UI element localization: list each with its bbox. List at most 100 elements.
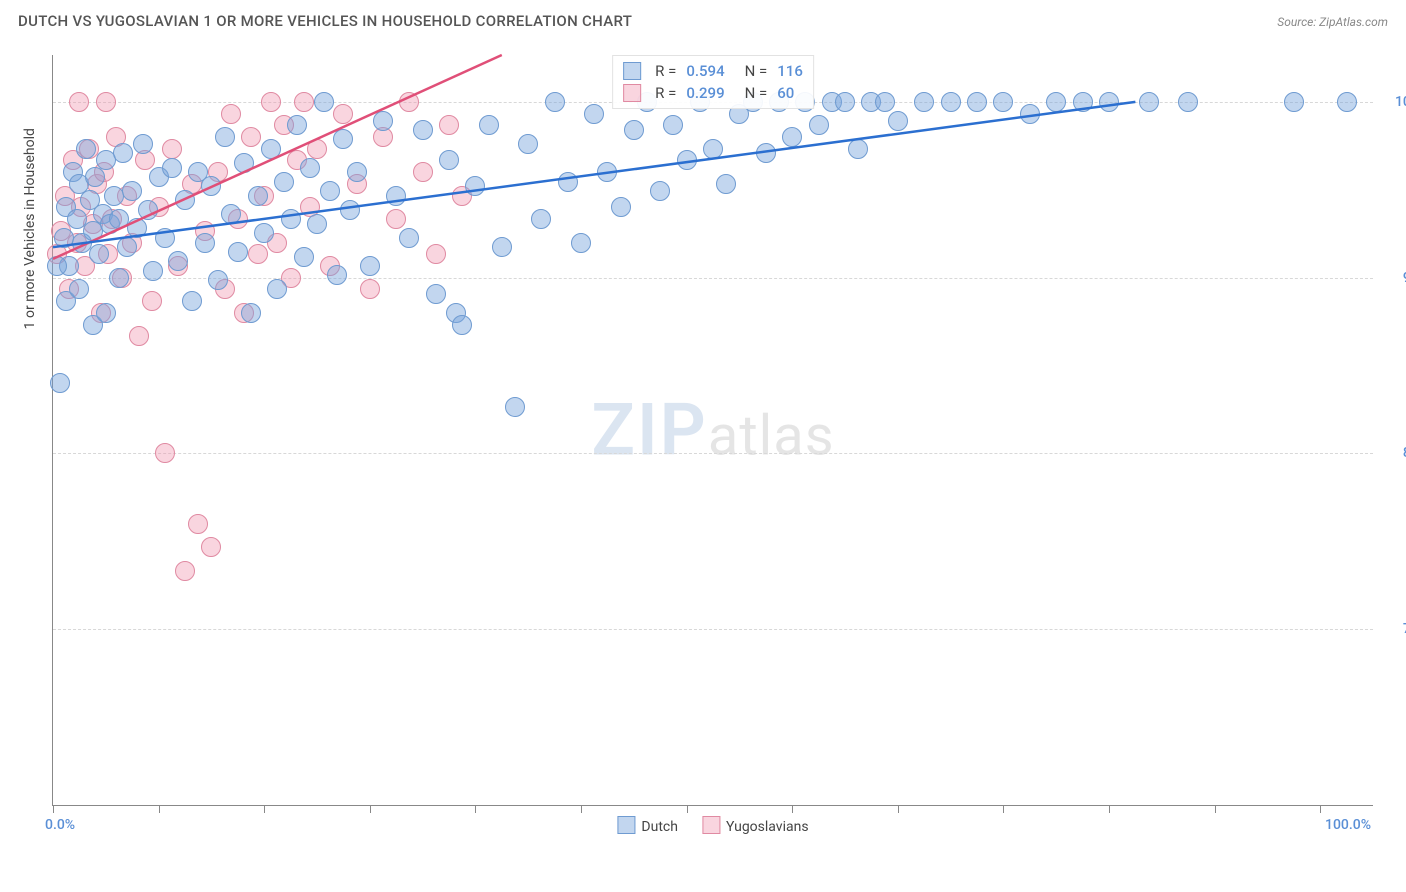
point-yugo xyxy=(102,209,122,229)
point-yugo xyxy=(142,291,162,311)
trendline-yugo xyxy=(53,55,502,259)
point-yugo xyxy=(413,162,433,182)
point-yugo xyxy=(215,279,235,299)
point-dutch xyxy=(716,174,736,194)
x-tick xyxy=(898,805,899,813)
point-dutch xyxy=(72,233,92,253)
point-dutch xyxy=(195,233,215,253)
point-yugo xyxy=(91,303,111,323)
point-dutch xyxy=(287,115,307,135)
n-label: N = xyxy=(745,84,768,102)
point-yugo xyxy=(135,150,155,170)
stats-swatch-dutch xyxy=(623,62,641,80)
point-dutch xyxy=(122,181,142,201)
point-yugo xyxy=(228,209,248,229)
point-yugo xyxy=(98,244,118,264)
n-label: N = xyxy=(745,62,768,80)
dutch-n-value: 116 xyxy=(777,62,803,80)
point-dutch xyxy=(624,120,644,140)
point-yugo xyxy=(67,233,87,253)
point-dutch xyxy=(531,209,551,229)
x-tick xyxy=(370,805,371,813)
yugo-n-value: 60 xyxy=(777,84,794,102)
point-dutch xyxy=(215,127,235,147)
point-yugo xyxy=(208,162,228,182)
watermark-zip: ZIP xyxy=(591,388,707,473)
point-yugo xyxy=(59,279,79,299)
dutch-r-value: 0.594 xyxy=(686,62,724,80)
point-dutch xyxy=(182,291,202,311)
point-yugo xyxy=(129,326,149,346)
plot-area: ZIPatlas R = 0.594 N = 116 R = 0.299 N =… xyxy=(52,55,1373,806)
point-dutch xyxy=(465,176,485,196)
point-yugo xyxy=(373,127,393,147)
point-dutch xyxy=(888,111,908,131)
point-dutch xyxy=(96,150,116,170)
point-dutch xyxy=(76,139,96,159)
chart-title: DUTCH VS YUGOSLAVIAN 1 OR MORE VEHICLES … xyxy=(18,12,632,30)
point-yugo xyxy=(188,514,208,534)
point-dutch xyxy=(386,186,406,206)
point-dutch xyxy=(333,129,353,149)
point-dutch xyxy=(294,247,314,267)
point-dutch xyxy=(703,139,723,159)
point-yugo xyxy=(386,209,406,229)
legend-swatch-dutch xyxy=(617,816,635,834)
point-yugo xyxy=(320,256,340,276)
point-yugo xyxy=(287,150,307,170)
legend-item-dutch: Dutch xyxy=(617,816,678,835)
point-dutch xyxy=(162,158,182,178)
point-yugo xyxy=(360,279,380,299)
point-yugo xyxy=(87,174,107,194)
point-yugo xyxy=(79,139,99,159)
point-dutch xyxy=(59,256,79,276)
point-dutch xyxy=(307,214,327,234)
legend-item-yugo: Yugoslavians xyxy=(702,816,809,835)
point-dutch xyxy=(360,256,380,276)
point-dutch xyxy=(241,303,261,323)
point-yugo xyxy=(221,104,241,124)
x-tick xyxy=(475,805,476,813)
point-dutch xyxy=(67,209,87,229)
point-yugo xyxy=(168,256,188,276)
x-tick xyxy=(687,805,688,813)
point-dutch xyxy=(149,167,169,187)
point-dutch xyxy=(56,291,76,311)
legend-label-dutch: Dutch xyxy=(641,819,678,835)
point-yugo xyxy=(117,186,137,206)
point-dutch xyxy=(1020,104,1040,124)
r-label: R = xyxy=(655,62,676,80)
point-dutch xyxy=(248,186,268,206)
point-yugo xyxy=(234,303,254,323)
point-dutch xyxy=(63,162,83,182)
stats-swatch-yugo xyxy=(623,84,641,102)
x-tick xyxy=(1003,805,1004,813)
point-dutch xyxy=(208,270,228,290)
y-axis-title: 1 or more Vehicles in Household xyxy=(22,128,38,329)
point-dutch xyxy=(373,111,393,131)
point-dutch xyxy=(96,303,116,323)
point-yugo xyxy=(83,214,103,234)
x-tick xyxy=(581,805,582,813)
point-dutch xyxy=(89,244,109,264)
point-dutch xyxy=(50,373,70,393)
point-dutch xyxy=(320,181,340,201)
chart-container: DUTCH VS YUGOSLAVIAN 1 OR MORE VEHICLES … xyxy=(0,0,1406,892)
point-dutch xyxy=(782,127,802,147)
point-yugo xyxy=(106,127,126,147)
point-dutch xyxy=(267,279,287,299)
point-dutch xyxy=(80,190,100,210)
point-dutch xyxy=(188,162,208,182)
trendline-dutch xyxy=(53,102,1135,247)
point-dutch xyxy=(175,190,195,210)
watermark: ZIPatlas xyxy=(591,388,834,473)
point-dutch xyxy=(479,115,499,135)
x-tick xyxy=(792,805,793,813)
x-tick xyxy=(1109,805,1110,813)
point-dutch xyxy=(104,186,124,206)
point-yugo xyxy=(347,174,367,194)
point-dutch xyxy=(261,139,281,159)
point-yugo xyxy=(162,139,182,159)
point-dutch xyxy=(127,218,147,238)
source-label: Source: ZipAtlas.com xyxy=(1277,15,1388,29)
